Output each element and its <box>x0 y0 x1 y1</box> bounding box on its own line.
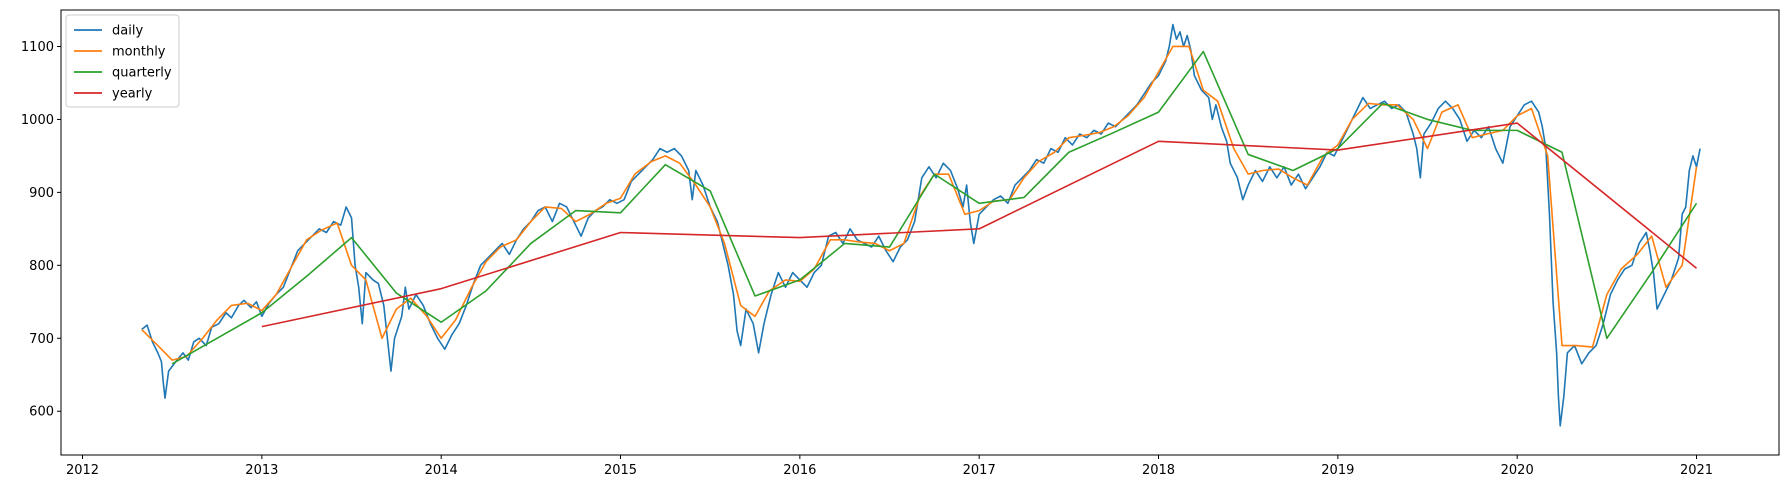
legend: daily monthly quarterly yearly <box>65 14 180 108</box>
x-tick-label: 2019 <box>1321 463 1354 478</box>
series-line-daily <box>141 23 1701 427</box>
legend-label-monthly: monthly <box>112 45 166 60</box>
legend-box <box>65 14 180 108</box>
legend-label-daily: daily <box>112 24 143 39</box>
series-layer <box>141 23 1701 427</box>
x-tick-label: 2017 <box>963 463 996 478</box>
legend-label-quarterly: quarterly <box>112 66 172 81</box>
y-tick-label: 900 <box>29 186 54 201</box>
x-tick-label: 2018 <box>1142 463 1175 478</box>
x-tick-label: 2012 <box>66 463 99 478</box>
plot-frame <box>60 9 1780 456</box>
y-tick-label: 700 <box>29 332 54 347</box>
x-tick-label: 2013 <box>245 463 278 478</box>
x-tick-label: 2014 <box>425 463 458 478</box>
x-tick-label: 2016 <box>783 463 816 478</box>
ticks-layer: 2012 2013 2014 2015 2016 2017 2018 2019 2020 2021… <box>21 40 1713 478</box>
series-line-quarterly <box>171 50 1698 365</box>
series-line-yearly <box>261 122 1698 328</box>
series-line-monthly <box>141 45 1698 361</box>
x-tick-label: 2021 <box>1680 463 1713 478</box>
x-tick-label: 2020 <box>1501 463 1534 478</box>
x-tick-label: 2015 <box>604 463 637 478</box>
y-tick-label: 800 <box>29 259 54 274</box>
legend-label-yearly: yearly <box>112 87 153 102</box>
plot-area <box>60 9 1780 456</box>
y-tick-label: 1000 <box>21 113 54 128</box>
y-tick-label: 600 <box>29 405 54 420</box>
y-tick-label: 1100 <box>21 40 54 55</box>
